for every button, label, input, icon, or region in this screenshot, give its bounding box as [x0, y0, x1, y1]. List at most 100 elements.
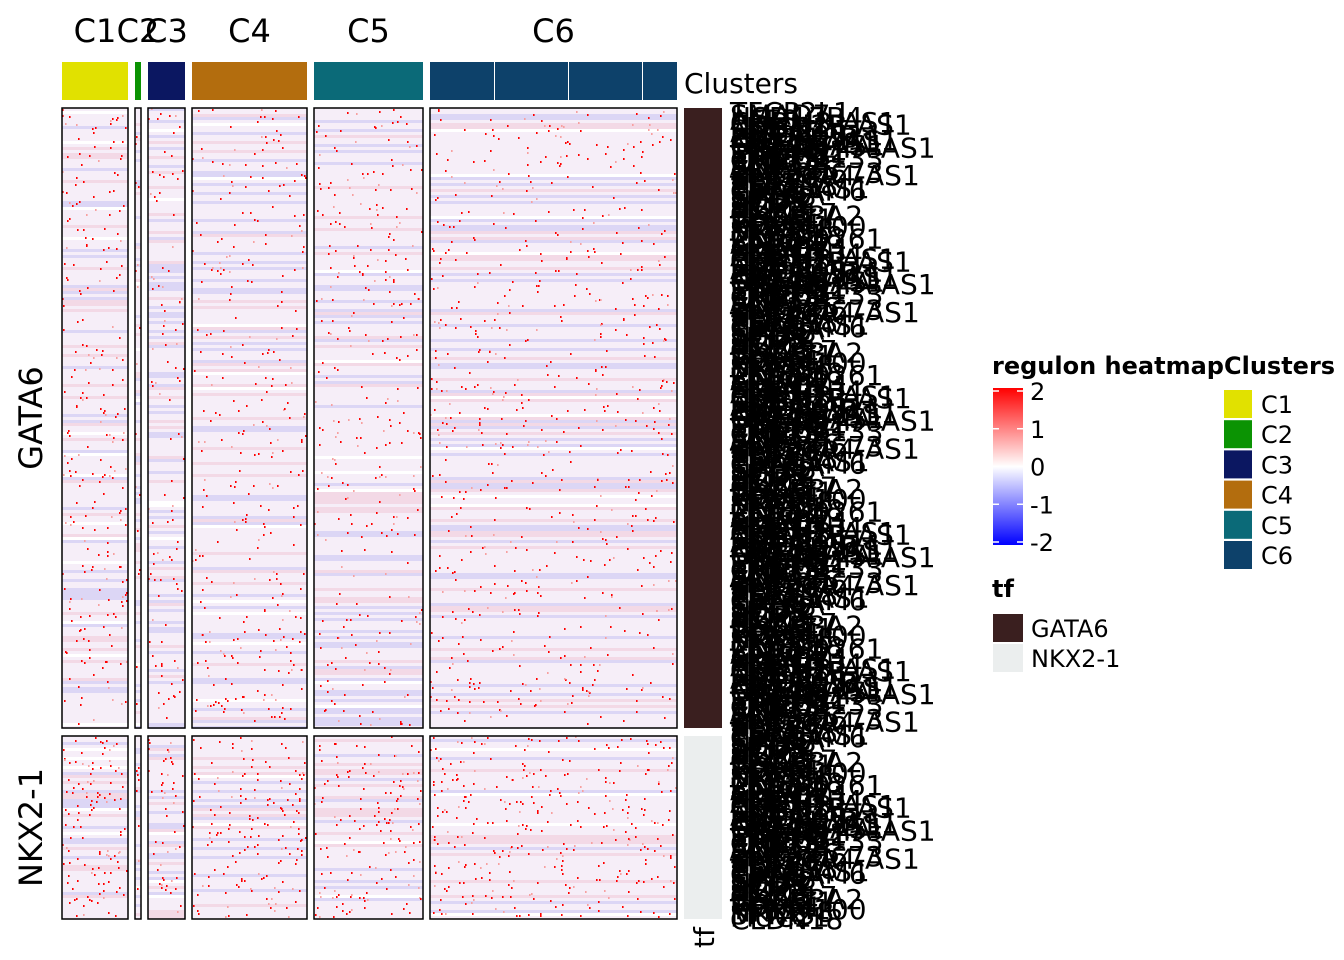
heatmap-cell — [197, 894, 199, 896]
heatmap-row-band — [430, 739, 677, 742]
heatmap-cell — [65, 809, 67, 811]
row-label: CEACAM6 — [730, 584, 867, 617]
heatmap-cell — [113, 290, 115, 292]
heatmap-cell — [519, 665, 521, 667]
heatmap-cell — [466, 446, 468, 448]
heatmap-cell — [173, 782, 175, 784]
heatmap-cell — [561, 914, 563, 916]
heatmap-cell — [391, 529, 393, 531]
heatmap-cell — [375, 127, 377, 129]
heatmap-cell — [373, 171, 375, 173]
heatmap-cell — [378, 754, 380, 756]
heatmap-cell — [364, 452, 366, 454]
heatmap-cell — [351, 909, 353, 911]
row-label: AFF3 — [730, 650, 799, 683]
row-label: ITGB8-AS1 — [730, 263, 878, 296]
row-label: NKX2-1-AS1 — [730, 124, 898, 157]
heatmap-cell — [242, 344, 244, 346]
heatmap-cell — [104, 797, 106, 799]
heatmap-cell — [138, 767, 140, 769]
heatmap-cell — [224, 655, 226, 657]
heatmap-cell — [452, 611, 454, 613]
heatmap-cell — [68, 779, 70, 781]
heatmap-cell — [419, 897, 421, 899]
heatmap-cell — [557, 162, 559, 164]
heatmap-cell — [400, 780, 402, 782]
heatmap-cell — [264, 694, 266, 696]
heatmap-cell — [247, 280, 249, 282]
heatmap-cell — [380, 830, 382, 832]
heatmap-cell — [121, 601, 123, 603]
heatmap-cell — [455, 618, 457, 620]
heatmap-cell — [484, 743, 486, 745]
heatmap-cell — [376, 204, 378, 206]
heatmap-cell — [438, 434, 440, 436]
heatmap-row-band — [314, 135, 423, 138]
heatmap-row-band — [192, 474, 307, 477]
heatmap-cell — [390, 869, 392, 871]
heatmap-row-band — [314, 315, 423, 318]
heatmap-cell — [662, 824, 664, 826]
heatmap-cell — [305, 177, 307, 179]
heatmap-cell — [472, 832, 474, 834]
heatmap-cell — [514, 907, 516, 909]
heatmap-cell — [177, 377, 179, 379]
heatmap-cell — [445, 481, 447, 483]
heatmap-cell — [295, 310, 297, 312]
heatmap-row-band — [62, 156, 128, 159]
heatmap-row-band — [148, 895, 185, 898]
heatmap-cell — [430, 749, 432, 751]
heatmap-cell — [674, 866, 676, 868]
heatmap-cell — [367, 615, 369, 617]
heatmap-cell — [182, 323, 184, 325]
heatmap-cell — [394, 755, 396, 757]
heatmap-cell — [636, 882, 638, 884]
heatmap-cell — [112, 384, 114, 386]
heatmap-cell — [603, 406, 605, 408]
heatmap-row-band — [430, 847, 677, 850]
heatmap-cell — [273, 571, 275, 573]
heatmap-cell — [577, 877, 579, 879]
heatmap-row-band — [135, 603, 141, 606]
heatmap-cell — [658, 432, 660, 434]
heatmap-row-band — [314, 618, 423, 621]
heatmap-cell — [437, 843, 439, 845]
heatmap-cell — [327, 780, 329, 782]
heatmap-cell — [367, 173, 369, 175]
heatmap-row-band — [314, 495, 423, 498]
heatmap-cell — [584, 409, 586, 411]
row-label: ITGB8-AS1 — [730, 536, 878, 569]
heatmap-cell — [179, 380, 181, 382]
row-label: EPB41L4A-AS1 — [730, 268, 936, 301]
heatmap-cell — [508, 305, 510, 307]
heatmap-cell — [276, 338, 278, 340]
heatmap-cell — [298, 116, 300, 118]
heatmap-row-band — [192, 261, 307, 264]
heatmap-cell — [65, 123, 67, 125]
row-label: SFTPC — [730, 734, 817, 767]
heatmap-row-band — [430, 396, 677, 399]
heatmap-row-band — [135, 315, 141, 318]
heatmap-cell — [208, 876, 210, 878]
heatmap-cell — [97, 792, 99, 794]
heatmap-cell — [75, 351, 77, 353]
heatmap-row-band — [148, 345, 185, 348]
heatmap-cell — [101, 354, 103, 356]
heatmap-cell — [473, 899, 475, 901]
heatmap-cell — [628, 486, 630, 488]
heatmap-cell — [413, 842, 415, 844]
heatmap-cell — [587, 576, 589, 578]
heatmap-cell — [376, 209, 378, 211]
heatmap-cell — [594, 813, 596, 815]
row-label: SLC26A4-AS1 — [730, 159, 920, 192]
heatmap-cell — [447, 831, 449, 833]
heatmap-cell — [566, 155, 568, 157]
heatmap-cell — [334, 459, 336, 461]
heatmap-cell — [64, 700, 66, 702]
row-label: ABCA3 — [730, 389, 824, 422]
row-label: NKX2-1-AS1 — [730, 807, 898, 840]
row-label: MUC1 — [730, 741, 812, 774]
row-label: NKX2-8 — [730, 759, 834, 792]
heatmap-cell — [267, 824, 269, 826]
row-label: CXCL17 — [730, 334, 837, 367]
